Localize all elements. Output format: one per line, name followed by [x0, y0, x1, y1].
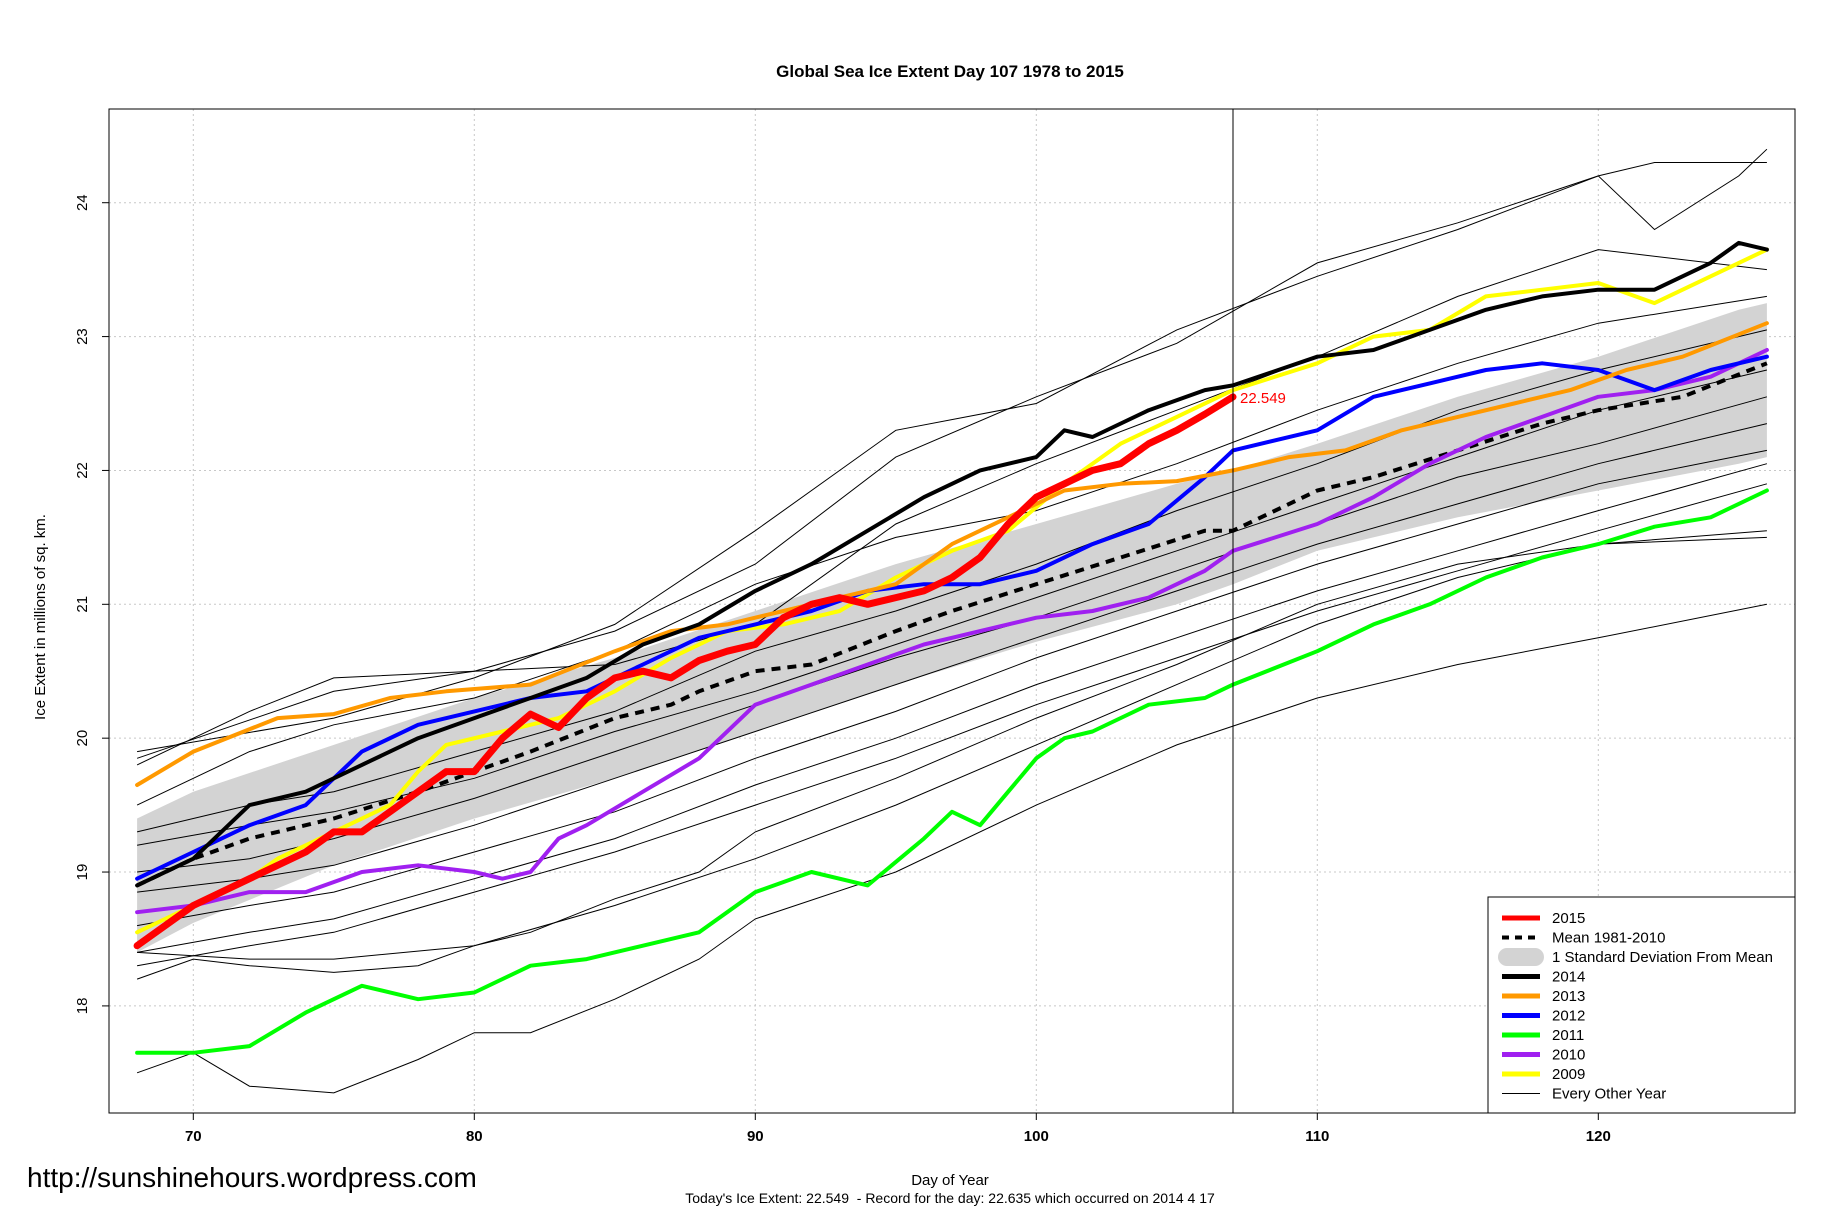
legend-label-9: Every Other Year — [1552, 1086, 1666, 1103]
current-value-label: 22.549 — [1240, 390, 1286, 407]
y-tick-label-22: 22 — [74, 462, 91, 479]
std-band — [137, 303, 1767, 953]
legend-label-7: 2010 — [1552, 1047, 1585, 1064]
other-year-line-7 — [137, 396, 1768, 873]
other-year-line-5 — [136, 329, 1768, 833]
annotation-layer: 22.549 — [1232, 109, 1286, 1113]
x-tick-label-100: 100 — [1024, 1128, 1049, 1145]
other-year-line-8 — [137, 423, 1768, 893]
x-tick-label-120: 120 — [1586, 1128, 1611, 1145]
legend-label-4: 2013 — [1552, 988, 1585, 1005]
chart-subtitle: Today's Ice Extent: 22.549 - Record for … — [685, 1190, 1215, 1206]
y-tick-label-24: 24 — [74, 194, 91, 211]
y-tick-label-19: 19 — [74, 864, 91, 881]
legend-swatch-2 — [1498, 948, 1544, 966]
y-ticks: 18 19 20 21 22 23 24 — [74, 194, 109, 1014]
y-tick-label-23: 23 — [74, 328, 91, 345]
series-line-2014 — [135, 240, 1769, 888]
series-line-2013 — [135, 321, 1769, 787]
legend-label-1: Mean 1981-2010 — [1552, 930, 1665, 947]
legend-label-2: 1 Standard Deviation From Mean — [1552, 949, 1773, 966]
legend-label-0: 2015 — [1552, 910, 1585, 927]
other-year-line-9 — [137, 449, 1767, 927]
x-ticks: 70 80 90 100 110 120 — [185, 1113, 1611, 1145]
x-tick-label-110: 110 — [1305, 1128, 1329, 1145]
legend-label-3: 2014 — [1552, 969, 1585, 986]
y-tick-label-20: 20 — [74, 730, 91, 747]
legend-label-6: 2011 — [1552, 1027, 1584, 1044]
x-tick-label-80: 80 — [466, 1128, 483, 1145]
y-axis-label: Ice Extent in millions of sq. km. — [32, 514, 49, 720]
other-year-line-12 — [137, 530, 1767, 960]
chart-title: Global Sea Ice Extent Day 107 1978 to 20… — [776, 62, 1124, 81]
plot-frame — [108, 108, 1796, 1114]
other-year-line-3 — [136, 249, 1767, 766]
legend-label-5: 2012 — [1552, 1008, 1585, 1025]
x-tick-label-70: 70 — [185, 1128, 202, 1145]
legend-box — [1487, 896, 1796, 1114]
series-line-2011 — [135, 488, 1769, 1055]
series-line-2010 — [135, 348, 1769, 915]
series-layer — [133, 240, 1769, 1055]
other-years-layer — [136, 148, 1768, 1094]
other-year-line-1 — [137, 148, 1768, 753]
watermark-url: http://sunshinehours.wordpress.com — [27, 1162, 477, 1193]
other-year-line-4 — [136, 295, 1767, 806]
y-tick-label-18: 18 — [74, 998, 91, 1015]
other-year-line-11 — [137, 483, 1768, 967]
std-band-layer — [137, 303, 1767, 953]
x-tick-label-90: 90 — [747, 1128, 764, 1145]
x-axis-label: Day of Year — [911, 1172, 989, 1189]
other-year-line-14 — [136, 603, 1767, 1094]
series-line-2012 — [135, 354, 1769, 881]
y-tick-label-21: 21 — [74, 596, 91, 613]
other-year-line-13 — [136, 536, 1767, 980]
legend-label-8: 2009 — [1552, 1066, 1585, 1083]
series-line-2009 — [135, 247, 1769, 935]
other-year-line-10 — [137, 463, 1768, 953]
legend: 2015 Mean 1981-2010 1 Standard Deviation F… — [1487, 896, 1796, 1114]
series-line-2015 — [133, 393, 1237, 950]
other-year-line-6 — [137, 369, 1768, 846]
